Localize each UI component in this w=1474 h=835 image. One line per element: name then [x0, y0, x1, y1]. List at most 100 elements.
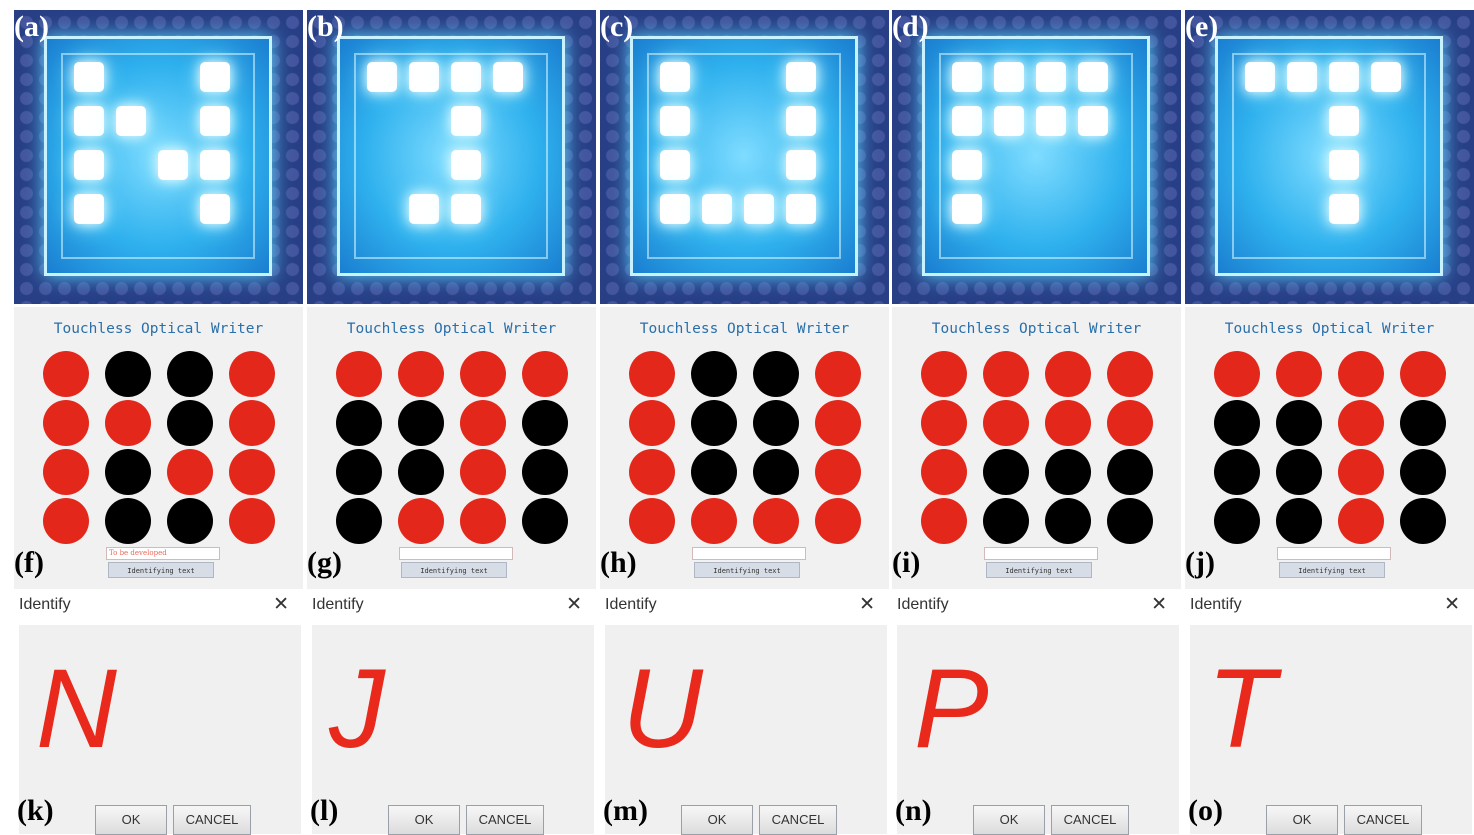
- identifying-text-button[interactable]: Identifying text: [986, 562, 1092, 578]
- sensor-circle: [105, 400, 151, 446]
- lit-led: [116, 106, 146, 136]
- cancel-button[interactable]: CANCEL: [173, 805, 251, 835]
- lit-led: [1245, 62, 1275, 92]
- sensor-circle: [522, 449, 568, 495]
- recognized-text-field[interactable]: [399, 547, 513, 560]
- lit-led: [1329, 106, 1359, 136]
- sensor-circle: [460, 498, 506, 544]
- lit-led: [1329, 194, 1359, 224]
- sensor-circle: [983, 498, 1029, 544]
- close-icon[interactable]: ✕: [566, 594, 582, 615]
- app-panel-label: (h): [600, 546, 637, 579]
- lit-led: [1329, 150, 1359, 180]
- sensor-circle: [1214, 351, 1260, 397]
- recognized-text-field[interactable]: [1277, 547, 1391, 560]
- sensor-circle: [43, 498, 89, 544]
- identified-letter: T: [1207, 646, 1276, 771]
- close-icon[interactable]: ✕: [273, 594, 289, 615]
- lit-led: [1036, 106, 1066, 136]
- lit-led: [994, 62, 1024, 92]
- sensor-circle: [460, 351, 506, 397]
- sensor-circle: [229, 449, 275, 495]
- sensor-circle: [167, 498, 213, 544]
- lit-led: [786, 194, 816, 224]
- dialog-body: J OK CANCEL: [312, 625, 594, 835]
- sensor-circle: [815, 400, 861, 446]
- sensor-circle: [460, 449, 506, 495]
- dialog-title: Identify: [19, 596, 71, 613]
- sensor-circle: [629, 400, 675, 446]
- close-icon[interactable]: ✕: [1444, 594, 1460, 615]
- device-frame: [354, 53, 548, 259]
- lit-led: [409, 194, 439, 224]
- device-photo: (d): [892, 10, 1181, 304]
- sensor-circle: [229, 351, 275, 397]
- lit-led: [952, 106, 982, 136]
- dialog-body: U OK CANCEL: [605, 625, 887, 835]
- cancel-button[interactable]: CANCEL: [1344, 805, 1422, 835]
- lit-led: [200, 62, 230, 92]
- sensor-circle: [815, 498, 861, 544]
- ok-button[interactable]: OK: [388, 805, 460, 835]
- identifying-text-button[interactable]: Identifying text: [694, 562, 800, 578]
- identify-dialog: Identify ✕ P OK CANCEL (n): [892, 589, 1181, 835]
- sensor-circle: [105, 449, 151, 495]
- identifying-text-button[interactable]: Identifying text: [1279, 562, 1385, 578]
- lit-led: [409, 62, 439, 92]
- app-panel-label: (g): [307, 546, 342, 579]
- ok-button[interactable]: OK: [973, 805, 1045, 835]
- sensor-circle: [167, 351, 213, 397]
- sensor-circle: [1045, 351, 1091, 397]
- dialog-body: P OK CANCEL: [897, 625, 1179, 835]
- cancel-button[interactable]: CANCEL: [1051, 805, 1129, 835]
- close-icon[interactable]: ✕: [1151, 594, 1167, 615]
- ok-button[interactable]: OK: [95, 805, 167, 835]
- photo-panel-label: (b): [307, 10, 344, 43]
- device-photo: (b): [307, 10, 596, 304]
- sensor-circle: [983, 351, 1029, 397]
- sensor-circle: [1338, 498, 1384, 544]
- sensor-circle: [229, 498, 275, 544]
- sensor-circle: [1400, 449, 1446, 495]
- photo-panel-label: (e): [1185, 10, 1219, 43]
- sensor-circle: [336, 351, 382, 397]
- identifying-text-button[interactable]: Identifying text: [108, 562, 214, 578]
- sensor-circle: [753, 498, 799, 544]
- close-icon[interactable]: ✕: [859, 594, 875, 615]
- lit-led: [660, 150, 690, 180]
- recognized-text-field[interactable]: [984, 547, 1098, 560]
- lit-led: [786, 62, 816, 92]
- sensor-circle: [921, 400, 967, 446]
- sensor-circle: [167, 449, 213, 495]
- identified-letter: U: [622, 646, 703, 771]
- app-title: Touchless Optical Writer: [53, 321, 264, 337]
- recognized-text-field[interactable]: [692, 547, 806, 560]
- cancel-button[interactable]: CANCEL: [759, 805, 837, 835]
- sensor-circle: [1276, 498, 1322, 544]
- app-title: Touchless Optical Writer: [346, 321, 557, 337]
- sensor-circle: [921, 498, 967, 544]
- sensor-circle: [1276, 400, 1322, 446]
- recognized-text-field[interactable]: To be developed: [106, 547, 220, 560]
- lit-led: [660, 106, 690, 136]
- lit-led: [200, 150, 230, 180]
- photo-panel-label: (a): [14, 10, 49, 43]
- sensor-circle: [1107, 351, 1153, 397]
- sensor-circle: [1107, 449, 1153, 495]
- app-panel-label: (f): [14, 546, 44, 579]
- sensor-circle: [629, 351, 675, 397]
- ok-button[interactable]: OK: [681, 805, 753, 835]
- sensor-circle: [336, 400, 382, 446]
- lit-led: [74, 150, 104, 180]
- sensor-circle: [229, 400, 275, 446]
- sensor-circle: [522, 351, 568, 397]
- sensor-circle: [691, 449, 737, 495]
- ok-button[interactable]: OK: [1266, 805, 1338, 835]
- sensor-circle: [1214, 400, 1260, 446]
- lit-led: [1078, 106, 1108, 136]
- identifying-text-button[interactable]: Identifying text: [401, 562, 507, 578]
- identified-letter: N: [36, 646, 117, 771]
- cancel-button[interactable]: CANCEL: [466, 805, 544, 835]
- writer-app-window: Touchless Optical Writer Identifying text…: [1185, 307, 1474, 589]
- identify-dialog: Identify ✕ T OK CANCEL (o): [1185, 589, 1474, 835]
